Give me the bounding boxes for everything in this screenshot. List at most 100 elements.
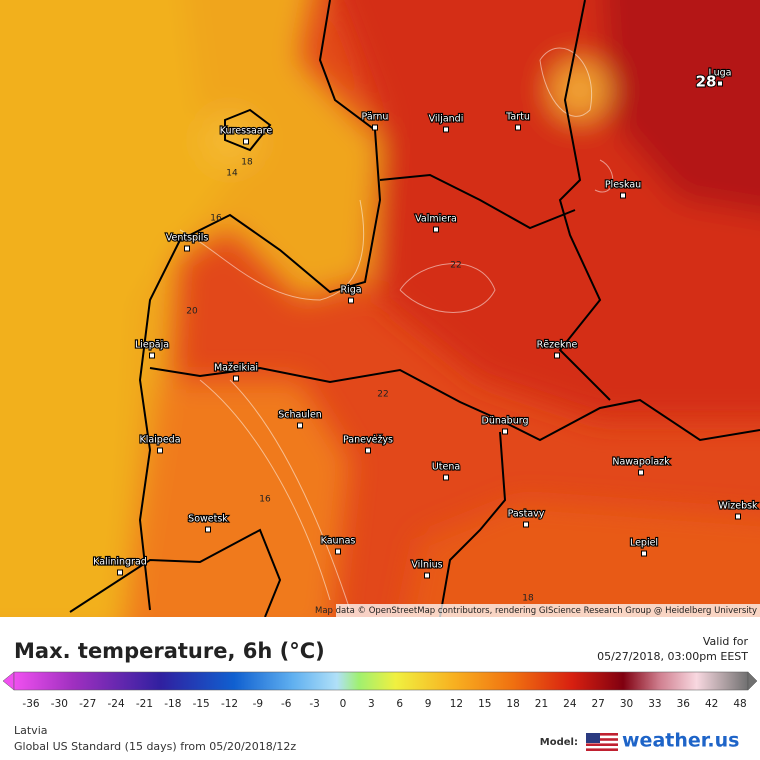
legend-tick-label: 48 xyxy=(733,698,746,710)
model-label: Model: xyxy=(540,737,578,748)
attribution-box xyxy=(336,604,760,617)
city-label: Riga xyxy=(340,285,361,296)
city-marker xyxy=(243,138,249,145)
legend-tick-label: 12 xyxy=(450,698,463,710)
city-marker xyxy=(443,474,449,481)
legend-tick-label: -30 xyxy=(51,698,68,710)
legend-tick-label: -24 xyxy=(108,698,125,710)
legend-tick-label: 27 xyxy=(592,698,605,710)
legend-tick-label: 18 xyxy=(506,698,519,710)
attribution: Map data © OpenStreetMap contributors, r… xyxy=(315,606,757,616)
city-label: Sowetsk xyxy=(188,514,228,525)
temperature-field xyxy=(0,0,760,617)
title: Max. temperature, 6h (°C) xyxy=(14,639,325,663)
contour-lines xyxy=(179,47,614,611)
legend-arrow-right xyxy=(747,671,758,691)
city-marker xyxy=(443,126,449,133)
city-label: Valmiera xyxy=(415,214,457,225)
city-marker xyxy=(149,352,155,359)
contour-label: 18 xyxy=(522,594,534,604)
legend-tick-label: 6 xyxy=(396,698,403,710)
legend-tick-label: 0 xyxy=(340,698,347,710)
city-marker xyxy=(433,226,439,233)
legend-tick-label: 3 xyxy=(368,698,375,710)
city-label: Rēzekne xyxy=(537,340,578,351)
legend-tick-label: -12 xyxy=(221,698,238,710)
city-marker xyxy=(372,124,378,131)
contour-label: 16 xyxy=(210,214,222,224)
city-marker xyxy=(554,352,560,359)
city-label: Lepiel xyxy=(630,538,658,549)
city-marker xyxy=(638,469,644,476)
legend-tick-label: -6 xyxy=(281,698,292,710)
city-label: Pastavy xyxy=(508,509,545,520)
city-marker xyxy=(515,124,521,131)
contour-label: 16 xyxy=(259,495,271,505)
city-label: Klaipeda xyxy=(139,435,180,446)
city-marker xyxy=(297,422,303,429)
city-marker xyxy=(117,569,123,576)
legend-tick-label: 24 xyxy=(563,698,577,710)
brand[interactable]: weather.us xyxy=(622,730,739,752)
city-label: Nawapolazk xyxy=(612,457,670,468)
city-marker xyxy=(157,447,163,454)
region: Latvia xyxy=(14,724,48,737)
contour-label: 28 xyxy=(696,73,717,91)
legend-tick-label: 36 xyxy=(677,698,691,710)
valid-label: Valid for xyxy=(703,635,749,648)
city-marker xyxy=(523,521,529,528)
contour-label: 14 xyxy=(226,169,238,179)
legend-tick-label: 21 xyxy=(535,698,548,710)
legend-tick-label: -36 xyxy=(22,698,39,710)
city-label: Mažeikiai xyxy=(214,363,258,374)
legend-tick-label: -9 xyxy=(253,698,263,710)
city-label: Panevėžys xyxy=(343,435,393,446)
valid-time: 05/27/2018, 03:00pm EEST xyxy=(597,650,748,663)
legend-tick-label: 15 xyxy=(478,698,491,710)
city-label: Dünaburg xyxy=(482,416,529,427)
city-label: Pärnu xyxy=(362,112,389,123)
city-marker xyxy=(620,192,626,199)
city-marker xyxy=(424,572,430,579)
legend-tick-label: 9 xyxy=(425,698,432,710)
legend-arrow-left xyxy=(2,671,15,691)
legend-tick-label: -18 xyxy=(164,698,181,710)
city-label: Viljandi xyxy=(429,114,464,125)
map: Luga Pärnu Viljandi Tartu Kuressaare Pleskau V… xyxy=(0,0,760,617)
model-run: Global US Standard (15 days) from 05/20/… xyxy=(14,740,296,753)
legend-tick-label: 30 xyxy=(620,698,633,710)
city-marker xyxy=(348,297,354,304)
flag xyxy=(586,733,618,751)
city-label: Pleskau xyxy=(605,180,641,191)
city-label: Tartu xyxy=(505,112,530,123)
contour-label: 22 xyxy=(450,261,461,271)
city-label: Kaunas xyxy=(321,536,356,547)
city-marker xyxy=(717,80,723,87)
city-marker xyxy=(365,447,371,454)
city-marker xyxy=(641,550,647,557)
city-marker xyxy=(184,245,190,252)
city-marker xyxy=(233,375,239,382)
legend-tick-label: -15 xyxy=(193,698,210,710)
legend-tick-label: 42 xyxy=(705,698,718,710)
contour-label: 18 xyxy=(241,158,253,168)
contour-label: 20 xyxy=(186,307,198,317)
legend-tick-label: 33 xyxy=(648,698,661,710)
borders xyxy=(69,0,760,617)
legend-tick-label: -27 xyxy=(79,698,96,710)
city-label: Ventspils xyxy=(166,233,209,244)
city-label: Kuressaare xyxy=(220,126,273,137)
city-marker xyxy=(205,526,211,533)
legend-bar xyxy=(13,671,749,691)
legend-ticks: -36 -30 -27 -24 -21 -18 -15 -12 -9 -6 -3 0 3 6 9 12 15 18… xyxy=(22,698,746,710)
city-label: Kaliningrad xyxy=(93,557,147,568)
contour-label: 22 xyxy=(377,390,388,400)
city-label: Schaulen xyxy=(278,410,322,421)
legend-tick-label: -21 xyxy=(136,698,153,710)
city-label: Utena xyxy=(432,462,460,473)
city-label: Wizebsk xyxy=(718,501,758,512)
city-label: Vilnius xyxy=(411,560,442,571)
legend-tick-label: -3 xyxy=(309,698,319,710)
